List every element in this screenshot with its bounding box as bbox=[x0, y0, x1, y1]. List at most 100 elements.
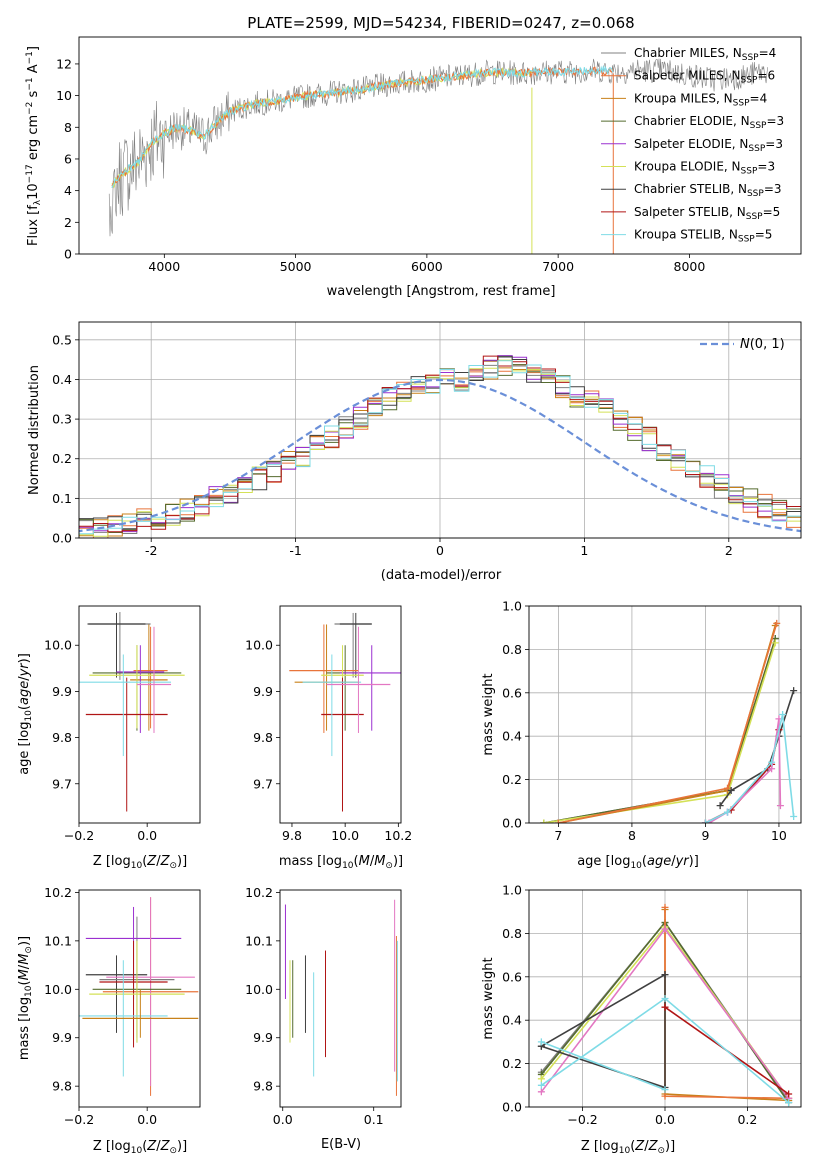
x-tick-label: 10.0 bbox=[331, 828, 359, 843]
x-tick-label: 7000 bbox=[542, 259, 574, 274]
y-tick-label: 1.0 bbox=[502, 883, 522, 898]
data-point-marker bbox=[661, 1092, 669, 1100]
data-point-marker bbox=[537, 1038, 545, 1046]
figure-title: PLATE=2599, MJD=54234, FIBERID=0247, z=0… bbox=[247, 14, 634, 32]
mass-vs-metallicity-panel: −0.2 0.0 9.8 9.9 10.0 10.1 10.2 Z [log10(Z/Z⊙)]… bbox=[17, 885, 201, 1156]
x-tick-label: 7 bbox=[554, 828, 562, 843]
y-tick-label: 0.5 bbox=[52, 332, 72, 347]
y-tick-label: 10.1 bbox=[245, 933, 273, 948]
y-tick-label: 2 bbox=[64, 215, 72, 230]
x-tick-label: 0.0 bbox=[137, 828, 157, 843]
y-axis-label: Flux [fλ10−17 erg cm−2 s−1 A−1] bbox=[25, 46, 43, 246]
data-point-marker bbox=[723, 808, 731, 816]
x-axis-label: mass [log10(M/M⊙)] bbox=[279, 854, 403, 871]
mass-weight-vs-metallicity-panel: −0.2 0.0 0.2 0.0 0.2 0.4 0.6 0.8 1.0 Z [log10(Z/Z… bbox=[481, 883, 802, 1156]
series-line bbox=[543, 638, 777, 823]
y-tick-label: 0.0 bbox=[52, 531, 72, 546]
series-line bbox=[540, 973, 666, 1047]
y-axis-label: mass weight bbox=[481, 957, 496, 1039]
y-tick-label: 0.4 bbox=[502, 729, 522, 744]
series-line bbox=[558, 625, 777, 823]
data-point-marker bbox=[768, 765, 776, 773]
legend-label: Salpeter ELODIE, NSSP=3 bbox=[634, 137, 783, 154]
plot-area bbox=[108, 58, 768, 254]
legend-label: Salpeter STELIB, NSSP=5 bbox=[634, 205, 780, 222]
x-axis-label: Z [log10(Z/Z⊙)] bbox=[93, 1139, 187, 1156]
x-tick-label: 5000 bbox=[280, 259, 312, 274]
x-axis-label: Z [log10(Z/Z⊙)] bbox=[93, 854, 187, 871]
data-point-marker bbox=[540, 819, 548, 823]
y-tick-label: 9.9 bbox=[52, 1030, 72, 1045]
legend-label: Kroupa ELODIE, NSSP=3 bbox=[634, 160, 775, 177]
y-tick-label: 0.4 bbox=[52, 372, 72, 387]
x-tick-label: −0.2 bbox=[567, 1112, 597, 1127]
axes-frame bbox=[78, 889, 201, 1108]
x-tick-label: −0.2 bbox=[64, 1112, 94, 1127]
y-tick-label: 9.8 bbox=[253, 1079, 273, 1094]
y-tick-label: 4 bbox=[64, 183, 72, 198]
y-axis-label: Normed distribution bbox=[27, 365, 42, 495]
plot-area bbox=[79, 355, 801, 538]
x-tick-label: 0.0 bbox=[655, 1112, 675, 1127]
y-tick-label: 8 bbox=[64, 120, 72, 135]
y-tick-label: 0.0 bbox=[502, 1100, 522, 1115]
y-tick-label: 9.9 bbox=[253, 684, 273, 699]
x-tick-label: -2 bbox=[145, 543, 157, 558]
data-point-marker bbox=[661, 925, 669, 933]
data-point-marker bbox=[727, 786, 735, 794]
legend-label: Kroupa MILES, NSSP=4 bbox=[634, 91, 767, 108]
x-axis-label: wavelength [Angstrom, rest frame] bbox=[327, 284, 556, 299]
x-tick-label: −0.2 bbox=[64, 828, 94, 843]
x-tick-label: 6000 bbox=[411, 259, 443, 274]
y-tick-label: 10.0 bbox=[44, 982, 72, 997]
x-tick-label: 2 bbox=[725, 543, 733, 558]
data-point-marker bbox=[716, 802, 724, 810]
plot-area bbox=[289, 612, 401, 812]
x-tick-label: 10.2 bbox=[384, 828, 412, 843]
legend-label: Kroupa STELIB, NSSP=5 bbox=[634, 228, 772, 245]
data-point-marker bbox=[661, 995, 669, 1002]
y-axis-label: mass weight bbox=[481, 673, 496, 755]
series-line bbox=[541, 1041, 666, 1091]
x-tick-label: 0.0 bbox=[137, 1112, 157, 1127]
data-point-marker bbox=[768, 758, 776, 766]
x-axis-label: age [log10(age/yr)] bbox=[577, 854, 699, 871]
data-point-marker bbox=[779, 711, 787, 718]
model-spectrum-line bbox=[111, 64, 614, 189]
y-tick-label: 9.8 bbox=[253, 730, 273, 745]
x-axis-label: E(B-V) bbox=[321, 1137, 361, 1152]
series-line bbox=[541, 974, 666, 1089]
x-tick-label: 8 bbox=[628, 828, 636, 843]
y-tick-label: 0.2 bbox=[52, 451, 72, 466]
data-point-marker bbox=[776, 802, 784, 810]
series-line bbox=[543, 638, 777, 823]
data-point-marker bbox=[785, 1090, 793, 1098]
x-tick-label: 8000 bbox=[674, 259, 706, 274]
y-tick-label: 9.7 bbox=[253, 776, 273, 791]
data-point-marker bbox=[701, 819, 709, 823]
data-point-marker bbox=[790, 687, 798, 695]
y-tick-label: 9.7 bbox=[52, 776, 72, 791]
y-tick-label: 0.6 bbox=[502, 685, 522, 700]
data-point-marker bbox=[773, 619, 781, 627]
x-tick-label: 0.2 bbox=[737, 1112, 757, 1127]
y-tick-label: 9.9 bbox=[52, 684, 72, 699]
data-point-marker bbox=[785, 1099, 793, 1107]
axes-frame bbox=[279, 605, 402, 824]
x-tick-label: 4000 bbox=[148, 259, 180, 274]
axes-frame bbox=[528, 605, 802, 824]
data-point-marker bbox=[661, 1086, 669, 1094]
observed-spectrum-line bbox=[108, 58, 768, 237]
normal-curve-line bbox=[79, 378, 801, 533]
mass-vs-ebv-panel: 0.0 0.1 9.8 9.9 10.0 10.1 10.2 E(B-V) bbox=[245, 885, 402, 1152]
series-line bbox=[543, 642, 777, 823]
y-tick-label: 0.2 bbox=[502, 1056, 522, 1071]
plot-area bbox=[537, 903, 793, 1107]
legend-label: N(0, 1) bbox=[740, 337, 785, 352]
y-tick-label: 0.8 bbox=[502, 926, 522, 941]
histogram-step-line bbox=[79, 360, 801, 535]
legend-label: Chabrier ELODIE, NSSP=3 bbox=[634, 114, 784, 131]
y-tick-label: 0 bbox=[64, 247, 72, 262]
data-point-marker bbox=[723, 784, 731, 792]
